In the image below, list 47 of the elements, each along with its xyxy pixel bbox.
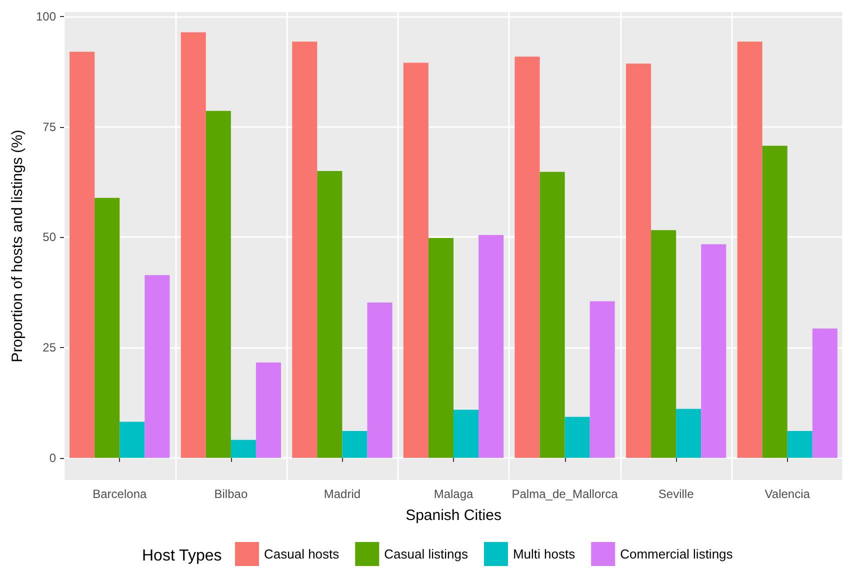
bar [454,410,479,458]
bar [428,238,454,458]
bar [206,110,231,458]
bar [144,275,170,458]
bar [514,56,540,458]
bar [94,198,120,458]
bar [403,62,428,458]
bar [564,416,590,458]
legend-title: Host Types [142,548,222,564]
y-tick-label: 100 [36,9,56,24]
legend-label: Multi hosts [512,546,576,562]
y-axis-title: Proportion of hosts and listings (%) [9,130,26,362]
x-tick-label: Malaga [434,487,474,501]
bar [787,430,812,458]
y-tick-label: 50 [42,230,56,244]
y-tick-label: 0 [49,450,56,465]
legend-label: Commercial listings [620,546,734,562]
x-tick-label: Seville [658,487,694,501]
bar [762,146,788,458]
bar [317,170,342,458]
bar [230,440,256,458]
legend-label: Casual listings [384,546,468,562]
y-tick-label: 75 [42,120,56,134]
bar [120,422,145,458]
bar [626,64,652,458]
bar [651,230,676,458]
y-tick-label: 25 [42,340,56,355]
bar [812,328,838,458]
bar [590,301,615,458]
bar [367,302,392,458]
bar [292,42,318,458]
bar [478,234,504,458]
bar [540,172,565,458]
x-tick-label: Barcelona [92,487,147,501]
x-tick-label: Madrid [324,487,361,501]
bar [737,42,762,458]
bar [70,52,95,458]
x-tick-label: Palma_de_Mallorca [512,487,618,501]
bar [256,362,282,458]
x-tick-label: Bilbao [214,487,248,501]
x-axis-title: Spanish Cities [406,507,502,524]
x-tick-label: Valencia [764,487,810,501]
bar [701,244,726,458]
bar [676,408,702,458]
bar [342,430,368,458]
bar [180,32,206,458]
legend-label: Casual hosts [264,546,340,562]
